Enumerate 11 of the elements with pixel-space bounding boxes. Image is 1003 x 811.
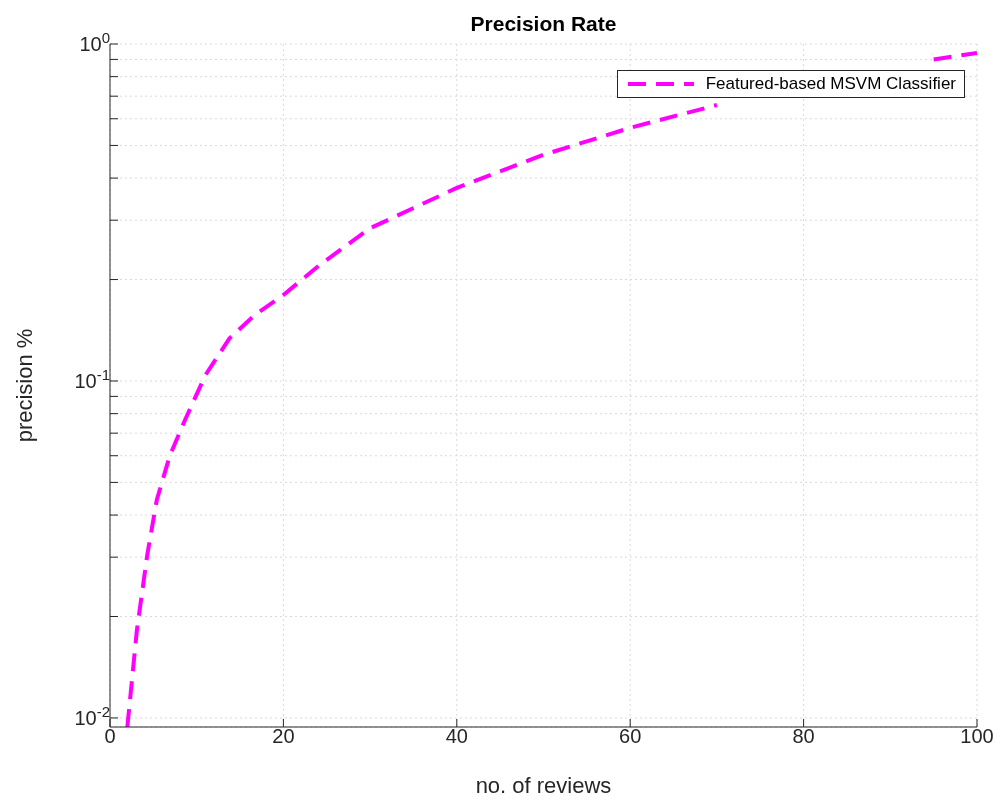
x-tick-label: 80 xyxy=(792,725,815,747)
y-tick-label: 10$^{0}$ xyxy=(79,28,110,55)
x-tick-label: 40 xyxy=(445,725,468,747)
y-axis-title: precision % xyxy=(11,328,37,443)
chart-title: Precision Rate xyxy=(469,12,618,36)
x-tick-label: 60 xyxy=(619,725,642,747)
x-axis-title: no. of reviews xyxy=(475,773,612,798)
x-tick-label: 20 xyxy=(272,725,295,747)
y-tick-label: 10$^{-1}$ xyxy=(74,365,110,392)
legend-label: Featured-based MSVM Classifier xyxy=(705,74,956,94)
x-tick-label: 100 xyxy=(960,725,994,747)
